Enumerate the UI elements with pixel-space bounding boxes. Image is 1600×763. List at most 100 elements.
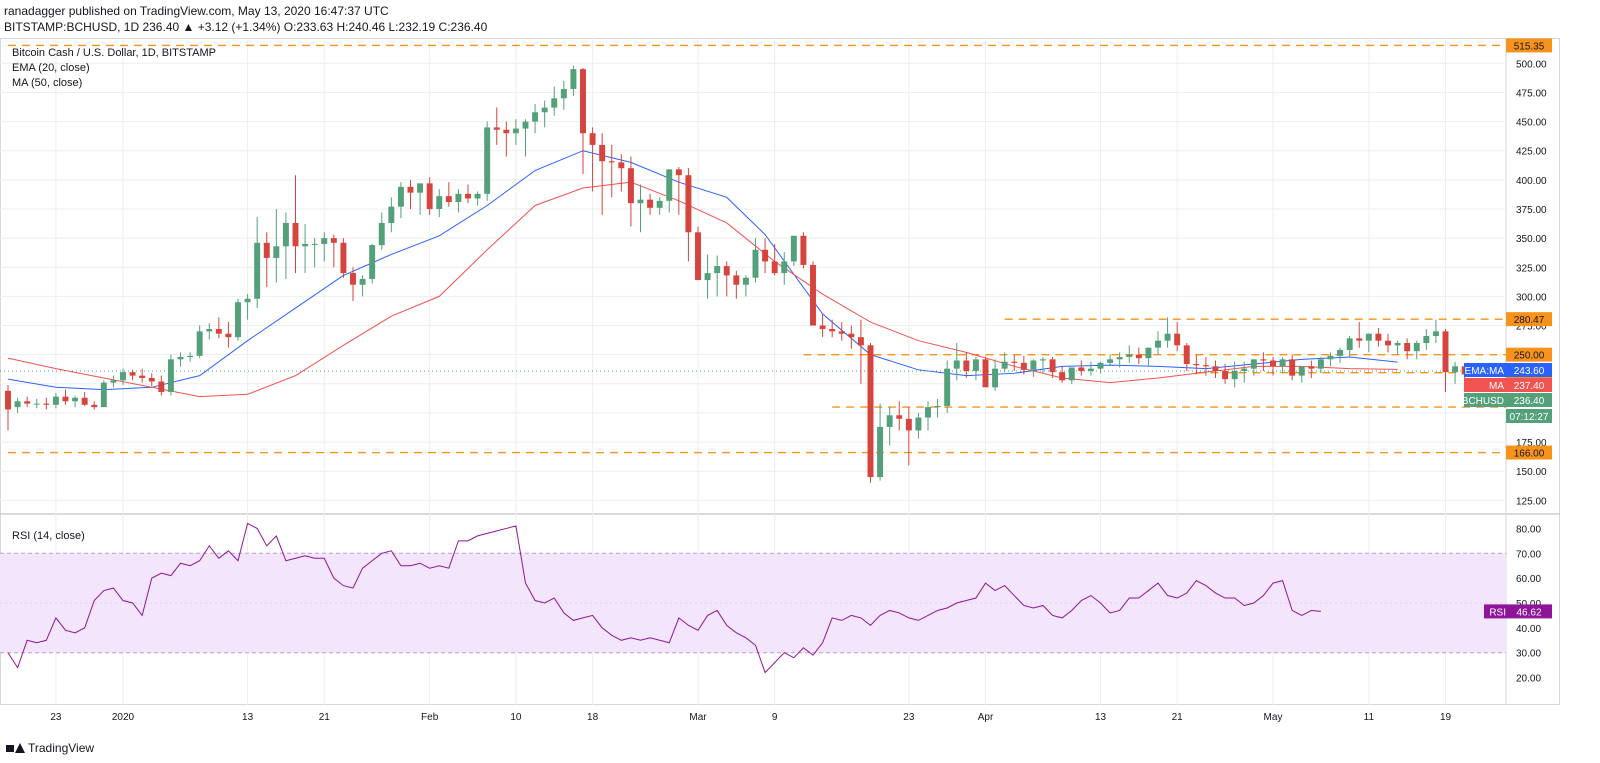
candle-body	[62, 396, 69, 402]
price-tick-label: 500.00	[1516, 59, 1547, 70]
candle-body	[1365, 333, 1372, 341]
price-tag	[1464, 378, 1552, 392]
candle-body	[1356, 338, 1363, 341]
candle-body	[503, 129, 510, 134]
candle-body	[1097, 362, 1104, 369]
candle-body	[790, 235, 797, 262]
candle-body	[196, 331, 203, 356]
candle-body	[1432, 331, 1439, 337]
candle-body	[589, 133, 596, 145]
candle-body	[972, 359, 979, 371]
level-tag	[1506, 312, 1552, 327]
price-tick-label: 375.00	[1516, 205, 1547, 216]
candle-body	[1030, 360, 1037, 370]
rsi-tick-label: 20.00	[1516, 674, 1541, 685]
candle-body	[810, 264, 816, 326]
candle-body	[1040, 359, 1046, 361]
candle-body	[1279, 359, 1286, 367]
candle-body	[1346, 338, 1353, 351]
candle-body	[436, 196, 443, 209]
price-tick-label: 150.00	[1516, 467, 1547, 478]
candle-body	[1385, 340, 1391, 346]
candle-body	[1107, 359, 1114, 363]
candle-body	[445, 196, 452, 202]
candle-body	[1231, 370, 1238, 380]
candle-body	[896, 415, 903, 419]
candle-body	[148, 377, 155, 382]
candle-body	[1327, 355, 1334, 360]
candle-body	[512, 128, 519, 134]
candle-body	[1308, 366, 1315, 369]
candle-body	[24, 401, 31, 404]
candle-body	[1164, 333, 1171, 341]
level-tag	[1506, 38, 1552, 53]
candle-body	[532, 112, 539, 122]
candle-body	[829, 329, 836, 332]
candle-body	[120, 372, 126, 381]
candle-body	[43, 403, 50, 405]
candle-body	[100, 382, 107, 408]
rsi-tick-label: 60.00	[1516, 574, 1541, 585]
price-tag-name: BCHUSD	[1462, 396, 1504, 407]
moving-averages	[0, 150, 1506, 398]
candle-body	[867, 345, 874, 478]
candle-body	[1059, 372, 1066, 381]
candle-body	[1260, 359, 1267, 361]
candle-body	[733, 275, 740, 285]
candle-body	[1087, 368, 1094, 371]
candle-body	[944, 368, 951, 406]
candle-body	[359, 278, 366, 285]
time-tick-label: 10	[510, 712, 522, 723]
price-tick-label: 475.00	[1516, 88, 1547, 99]
candle-body	[560, 88, 567, 99]
candle-body	[388, 206, 395, 223]
candle-body	[666, 169, 673, 201]
candle-body	[1289, 359, 1296, 376]
candle-body	[1116, 356, 1123, 360]
candle-body	[685, 175, 692, 233]
candle-body	[848, 333, 855, 338]
candle-body	[723, 266, 730, 276]
candle-body	[1020, 362, 1027, 370]
time-tick-label: 21	[319, 712, 331, 723]
legend-ma: MA (50, close)	[12, 77, 82, 89]
candle-body	[992, 368, 999, 388]
grid-lines	[0, 38, 1560, 705]
candle-body	[129, 372, 136, 376]
candle-body	[647, 199, 654, 208]
rsi-line	[7, 522, 1321, 674]
candle-body	[330, 238, 337, 243]
candle-body	[1174, 333, 1181, 346]
candle-body	[905, 418, 912, 431]
candle-body	[1404, 343, 1411, 352]
candle-body	[33, 403, 40, 405]
candle-body	[800, 235, 807, 265]
horizontal-levels	[8, 44, 1506, 454]
candle-body	[311, 243, 318, 245]
price-tag-value: 237.40	[1514, 381, 1545, 392]
level-tag	[1506, 445, 1552, 460]
candle-body	[397, 186, 404, 207]
price-tag-name: MA	[1489, 381, 1504, 392]
candle-body	[139, 375, 146, 378]
price-tag-value: 07:12:27	[1510, 412, 1549, 423]
candle-body	[1078, 367, 1085, 371]
candle-body	[781, 261, 788, 274]
candle-body	[1452, 366, 1459, 373]
candle-body	[915, 417, 922, 431]
candle-body	[1241, 368, 1248, 371]
level-tag-label: 250.00	[1514, 351, 1545, 362]
rsi-tag-name: RSI	[1489, 607, 1506, 618]
candle-body	[493, 127, 500, 130]
rsi-tick-label: 30.00	[1516, 649, 1541, 660]
candle-body	[1183, 345, 1190, 364]
candle-body	[1212, 366, 1219, 371]
tradingview-brand[interactable]: TradingView	[6, 741, 94, 755]
candle-body	[877, 426, 884, 478]
candle-body	[541, 107, 548, 113]
candle-body	[110, 380, 117, 383]
time-tick-label: 13	[242, 712, 254, 723]
candle-body	[235, 302, 241, 338]
candle-body	[91, 404, 98, 408]
candle-body	[1068, 367, 1075, 381]
